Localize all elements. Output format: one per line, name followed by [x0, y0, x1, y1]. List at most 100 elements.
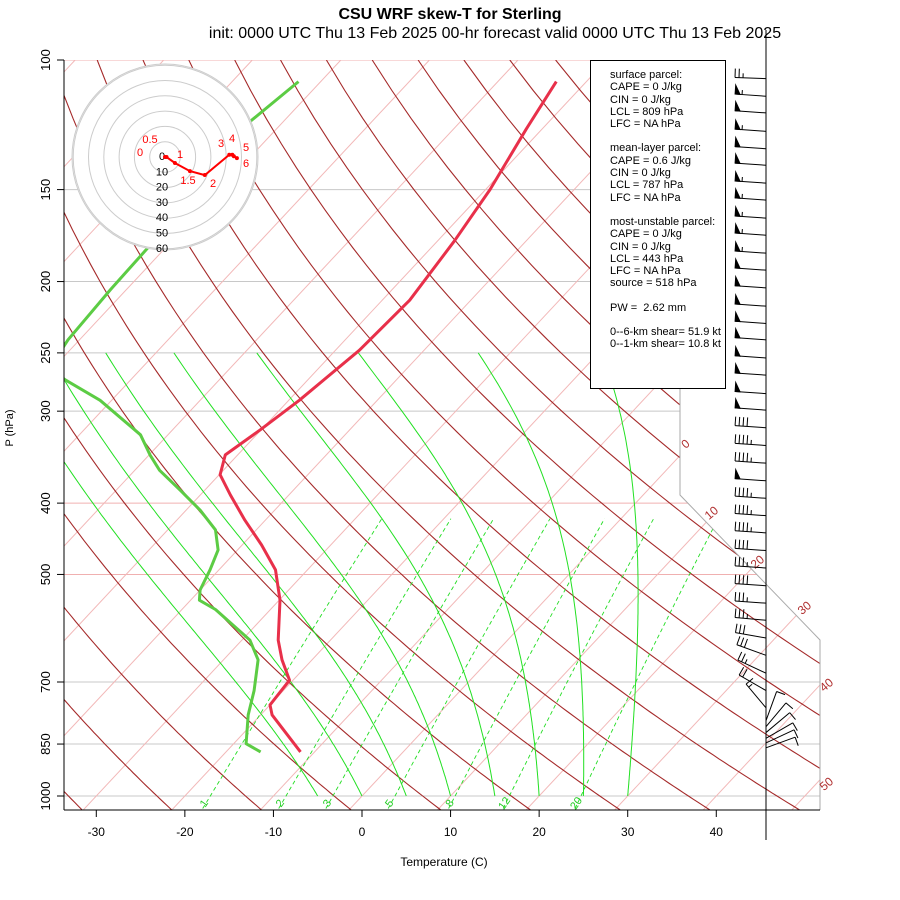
dry-adiabat: [96, 60, 803, 810]
x-tick-label: -20: [176, 825, 194, 839]
isotherm-line: [64, 60, 607, 810]
wind-barb-staff: [735, 632, 767, 639]
x-tick-label: -10: [265, 825, 283, 839]
wind-barb-feather: [776, 691, 786, 696]
wind-barb-pennant: [734, 99, 741, 112]
wind-barb-pennant: [734, 362, 741, 374]
wind-barb-feather: [745, 677, 754, 685]
mixing-ratio-line: [278, 518, 452, 809]
wind-barb-feather: [738, 452, 741, 462]
info-line: CAPE = 0.6 J/kg: [610, 154, 692, 167]
hodograph-ring: [72, 64, 258, 250]
moist-adiabat: [105, 352, 407, 797]
wind-barb-staff: [745, 683, 767, 709]
info-line: surface parcel:: [610, 69, 683, 81]
wind-barb-pennant: [734, 205, 741, 217]
hodograph-ring-label: 30: [156, 197, 168, 209]
diagram-boundary: [679, 380, 821, 810]
hodograph-point: [202, 173, 207, 178]
spacer: [610, 204, 725, 216]
wind-barb-feather: [794, 737, 799, 746]
wind-barb-pennant: [734, 186, 741, 199]
moist-adiabat: [64, 352, 319, 797]
wind-barb-feather: [738, 521, 741, 532]
wind-barb-feather: [738, 487, 741, 497]
moist-adiabat: [173, 352, 452, 797]
wind-barb-staff: [735, 495, 767, 499]
wind-barb-feather: [734, 591, 737, 602]
x-tick-label: 0: [359, 825, 366, 839]
isotherm-line: [524, 60, 820, 810]
mixing-ratio-label: 1: [198, 798, 211, 810]
wind-barb-staff: [765, 702, 787, 727]
wind-barb-pennant: [734, 222, 741, 234]
info-line: CIN = 0 J/kg: [610, 167, 671, 180]
wind-barb-pennant: [734, 240, 741, 252]
x-tick-label: 10: [444, 825, 458, 839]
wind-barb-staff: [765, 712, 791, 733]
wind-barb-feather: [734, 504, 737, 514]
isotherm-label: 10: [702, 503, 721, 523]
info-line: LFC = NA hPa: [610, 118, 681, 131]
x-tick-label: -30: [88, 825, 106, 839]
info-line: CIN = 0 J/kg: [610, 240, 671, 253]
hodograph-point: [172, 160, 177, 165]
wind-barb-feather: [738, 624, 742, 634]
wind-barb-feather: [742, 522, 745, 532]
info-line: LFC = NA hPa: [610, 191, 681, 204]
plot-area: [64, 60, 900, 812]
hodograph-ring-label: 50: [156, 228, 168, 240]
y-tick-label: 100: [38, 49, 53, 71]
wind-barb-half-feather: [744, 659, 748, 664]
moist-adiabat: [64, 352, 363, 797]
wind-barb-feather: [738, 504, 741, 514]
hodograph-ring-label: 10: [156, 166, 168, 178]
wind-barb-staff: [738, 674, 767, 691]
dry-adiabat: [831, 60, 900, 812]
x-tick-label: 20: [532, 825, 546, 839]
wind-barb-staff: [736, 644, 767, 656]
wind-barb-feather: [738, 574, 741, 584]
moist-adiabat: [601, 352, 639, 797]
dry-adiabat: [784, 60, 820, 810]
y-tick-label: 700: [38, 671, 53, 693]
mixing-ratio-line: [325, 518, 494, 809]
wind-barb-feather: [741, 653, 746, 662]
dry-adiabat: [325, 60, 820, 810]
wind-barb-feather: [742, 609, 745, 619]
wind-barb-staff: [765, 729, 795, 744]
mixing-ratio-line: [502, 518, 654, 809]
hodograph-point-label: 1.5: [180, 175, 195, 187]
wind-barb-feather: [792, 722, 798, 731]
dry-adiabat: [64, 60, 623, 810]
info-line: LCL = 787 hPa: [610, 179, 684, 192]
x-tick-label: 30: [621, 825, 635, 839]
hodograph-point-label: 3: [218, 138, 224, 150]
wind-barb-pennant: [734, 118, 741, 131]
wind-barb-half-feather: [748, 683, 753, 688]
hodograph-point-label: 6: [243, 158, 249, 170]
dry-adiabat: [234, 60, 820, 810]
wind-barb-pennant: [734, 380, 741, 393]
wind-barb-staff: [737, 659, 767, 674]
wind-barb-feather: [746, 575, 749, 585]
temperature-profile: [218, 80, 558, 753]
wind-barb-staff: [735, 442, 767, 446]
y-axis-title: P (hPa): [4, 409, 16, 446]
chart-title: CSU WRF skew-T for Sterling: [338, 6, 562, 23]
wind-barb-staff: [765, 691, 778, 721]
mixing-ratio-label: 2: [274, 798, 287, 810]
wind-barb-feather: [742, 575, 745, 585]
wind-barb-feather: [738, 667, 745, 676]
wind-barb-feather: [746, 540, 749, 550]
wind-barb-pennant: [734, 310, 741, 323]
wind-barb-pennant: [734, 170, 741, 182]
moist-adiabat: [256, 352, 496, 797]
mixing-ratio-line: [574, 518, 719, 809]
wind-barb-staff: [735, 530, 767, 534]
wind-barb-pennant: [734, 344, 741, 357]
info-line: CIN = 0 J/kg: [610, 93, 671, 106]
hodograph-ring: [118, 110, 212, 204]
isotherm-line: [701, 60, 820, 810]
